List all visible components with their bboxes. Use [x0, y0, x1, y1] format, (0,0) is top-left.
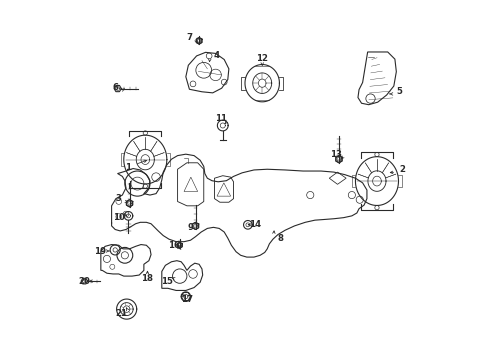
- Polygon shape: [196, 38, 202, 44]
- Text: 20: 20: [78, 276, 90, 285]
- Text: 6: 6: [112, 83, 118, 92]
- Text: 15: 15: [161, 276, 173, 285]
- Text: 19: 19: [94, 247, 106, 256]
- Text: 8: 8: [277, 234, 283, 243]
- Text: 3: 3: [116, 194, 122, 203]
- Text: 9: 9: [188, 223, 194, 232]
- Text: 5: 5: [396, 86, 402, 95]
- Text: 18: 18: [142, 274, 153, 283]
- Text: 16: 16: [168, 241, 180, 250]
- Text: 21: 21: [115, 309, 127, 318]
- Polygon shape: [81, 278, 88, 284]
- Text: 10: 10: [113, 213, 125, 222]
- Polygon shape: [126, 200, 133, 207]
- Text: 4: 4: [213, 51, 220, 60]
- Text: 7: 7: [186, 33, 193, 42]
- Polygon shape: [336, 156, 342, 163]
- Polygon shape: [114, 85, 122, 92]
- Text: 2: 2: [400, 165, 406, 174]
- Text: 12: 12: [256, 54, 268, 63]
- Polygon shape: [193, 222, 198, 229]
- Text: 14: 14: [249, 220, 261, 229]
- Text: 11: 11: [215, 114, 226, 123]
- Text: 1: 1: [125, 163, 131, 172]
- Text: 13: 13: [330, 150, 343, 159]
- Polygon shape: [177, 242, 182, 248]
- Text: 17: 17: [181, 294, 193, 303]
